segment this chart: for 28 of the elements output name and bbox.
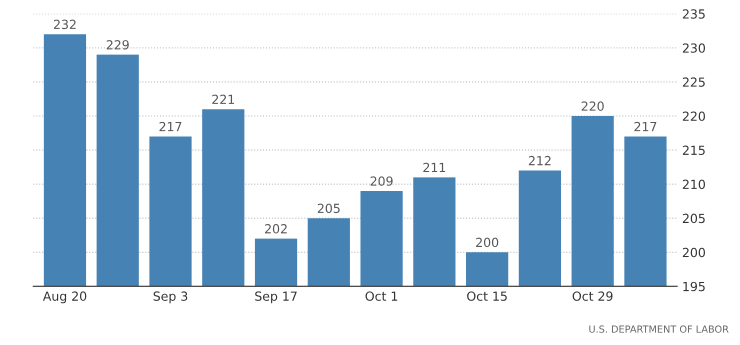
x-tick-label: Aug 20 [42, 291, 86, 304]
y-tick-label: 215 [682, 146, 705, 155]
y-tick-label: 205 [682, 214, 705, 224]
y-tick-label: 220 [682, 111, 705, 121]
x-tick-label: Oct 29 [572, 291, 613, 301]
data-label: 212 [528, 156, 551, 166]
y-tick-label: 210 [682, 180, 705, 190]
data-label: 217 [634, 122, 656, 132]
data-label: 232 [54, 20, 76, 30]
x-tick-label: Sep 3 [154, 291, 188, 304]
text: U.S. DEPARTMENT OF LABOR [589, 325, 729, 333]
data-label: 229 [106, 40, 129, 50]
data-label: 205 [318, 204, 340, 214]
data-label: 211 [423, 162, 446, 172]
y-tick-label: 200 [682, 248, 705, 258]
data-label: 202 [265, 224, 287, 234]
x-tick-label: Sep 17 [255, 291, 297, 304]
x-tick-label: Oct 1 [366, 291, 398, 301]
data-label: 221 [212, 94, 234, 104]
data-label: 217 [159, 122, 182, 132]
data-label: 200 [476, 238, 498, 248]
y-tick-label: 195 [683, 282, 705, 292]
y-tick-label: 225 [682, 77, 705, 87]
data-label: 209 [370, 176, 393, 186]
y-tick-label: 235 [682, 9, 705, 19]
y-tick-label: 230 [682, 43, 705, 53]
x-tick-label: Oct 15 [467, 291, 507, 301]
data-label: 220 [582, 101, 604, 111]
